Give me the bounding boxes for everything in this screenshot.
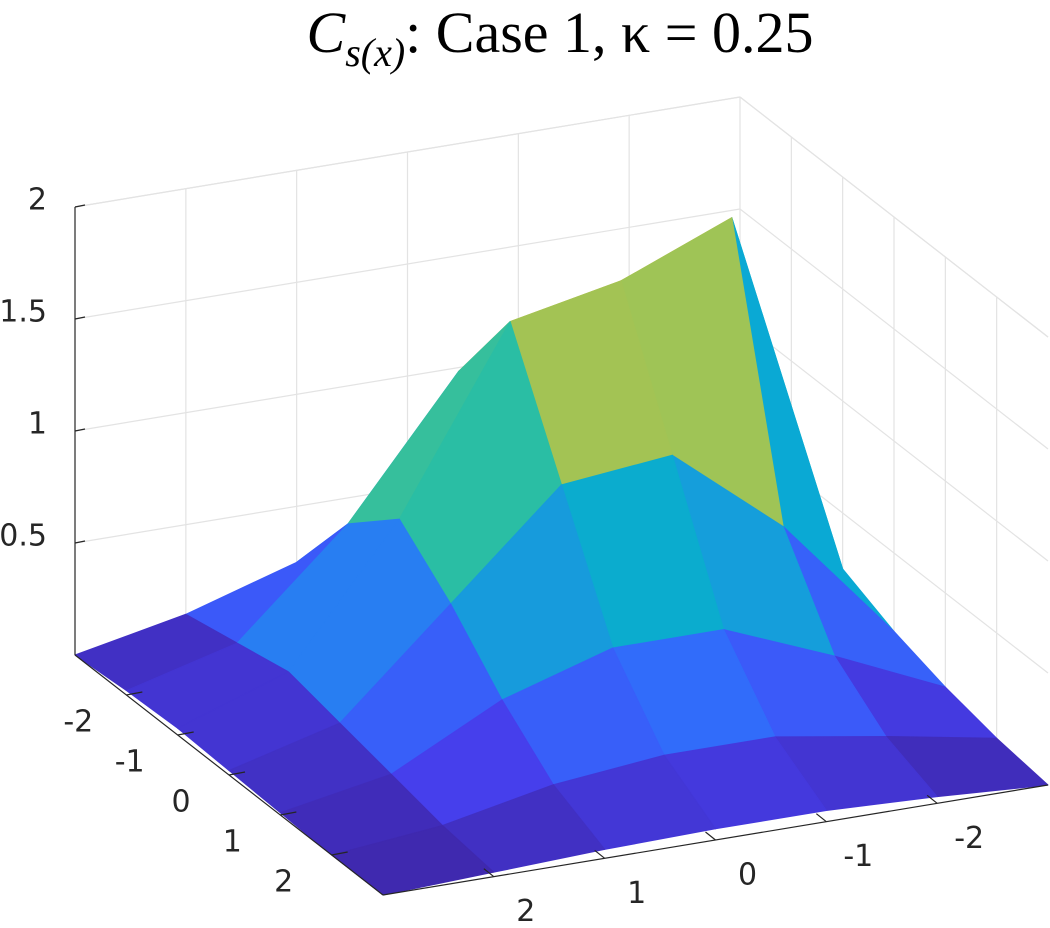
y-tick-label: -1 [843, 839, 873, 874]
tick-mark [815, 813, 827, 823]
tick-mark [594, 849, 606, 859]
tick-mark [74, 428, 86, 432]
title-main: C [307, 0, 347, 65]
z-tick-label: 2 [28, 183, 47, 218]
tick-mark [280, 811, 297, 816]
z-tick-label: 1 [28, 407, 47, 442]
tick-mark [331, 851, 348, 856]
tick-mark [177, 731, 194, 736]
tick-mark [705, 831, 716, 841]
x-tick-label: 0 [171, 785, 190, 820]
y-tick-label: -2 [954, 821, 984, 856]
x-tick-label: 1 [223, 825, 242, 860]
y-tick-label: 0 [738, 858, 757, 893]
tick-mark [74, 316, 86, 320]
x-tick-label: -1 [115, 745, 145, 780]
z-tick-label: 0.5 [0, 519, 47, 554]
title-subscript: s(x) [345, 30, 405, 75]
tick-mark [126, 691, 143, 696]
tick-mark [926, 794, 938, 804]
y-tick-label: 1 [627, 876, 646, 911]
x-tick-label: 2 [274, 865, 293, 900]
y-tick-label: 2 [516, 894, 535, 928]
z-tick-label: 1.5 [0, 295, 47, 330]
tick-mark [483, 868, 495, 878]
x-tick-label: -2 [63, 705, 93, 740]
title-rest: : Case 1, κ = 0.25 [405, 0, 813, 65]
tick-mark [228, 771, 246, 776]
tick-mark [74, 540, 86, 544]
tick-mark [74, 204, 86, 208]
chart-title: Cs(x): Case 1, κ = 0.25 [307, 0, 814, 75]
